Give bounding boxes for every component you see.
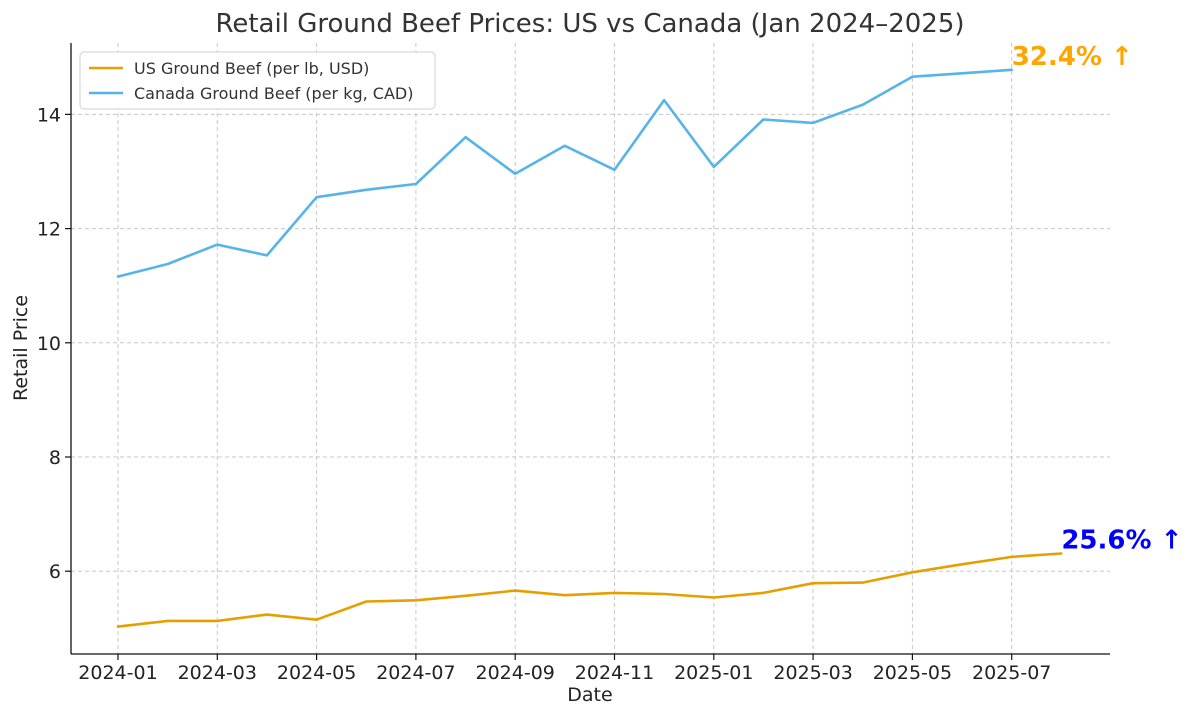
chart-title: Retail Ground Beef Prices: US vs Canada … xyxy=(215,9,964,39)
y-tick-label: 10 xyxy=(37,333,61,355)
x-axis-label: Date xyxy=(567,684,612,706)
x-tick-label: 2025-05 xyxy=(873,662,952,684)
y-tick-label: 12 xyxy=(37,219,61,241)
x-tick-label: 2024-09 xyxy=(476,662,555,684)
y-tick-label: 14 xyxy=(37,104,61,126)
us-ground-beef-line xyxy=(116,552,1063,628)
series-lines xyxy=(116,68,1063,628)
x-tick-label: 2025-03 xyxy=(773,662,852,684)
us-change-annotation: 25.6% ↑ xyxy=(1061,525,1182,555)
canada-change-annotation: 32.4% ↑ xyxy=(1012,42,1133,72)
x-tick-label: 2025-07 xyxy=(972,662,1051,684)
x-tick-label: 2024-05 xyxy=(277,662,356,684)
legend-label: US Ground Beef (per lb, USD) xyxy=(134,59,369,78)
x-tick-label: 2025-01 xyxy=(674,662,753,684)
axes: 2024-01 2024-03 2024-05 2024-07 2024-09 2024-… xyxy=(37,43,1110,684)
legend-label: Canada Ground Beef (per kg, CAD) xyxy=(134,84,413,103)
canada-ground-beef-line xyxy=(116,68,1014,278)
x-tick-label: 2024-07 xyxy=(376,662,455,684)
y-axis-label: Retail Price xyxy=(10,295,32,401)
y-tick-label: 6 xyxy=(49,561,61,583)
annotations: 32.4% ↑ 25.6% ↑ xyxy=(1012,42,1183,556)
x-tick-label: 2024-11 xyxy=(575,662,654,684)
x-tick-label: 2024-01 xyxy=(78,662,157,684)
grid xyxy=(71,43,1110,654)
legend: US Ground Beef (per lb, USD) Canada Groun… xyxy=(79,51,436,110)
x-tick-label: 2024-03 xyxy=(178,662,257,684)
legend-box xyxy=(79,51,436,110)
y-tick-label: 8 xyxy=(49,447,61,469)
